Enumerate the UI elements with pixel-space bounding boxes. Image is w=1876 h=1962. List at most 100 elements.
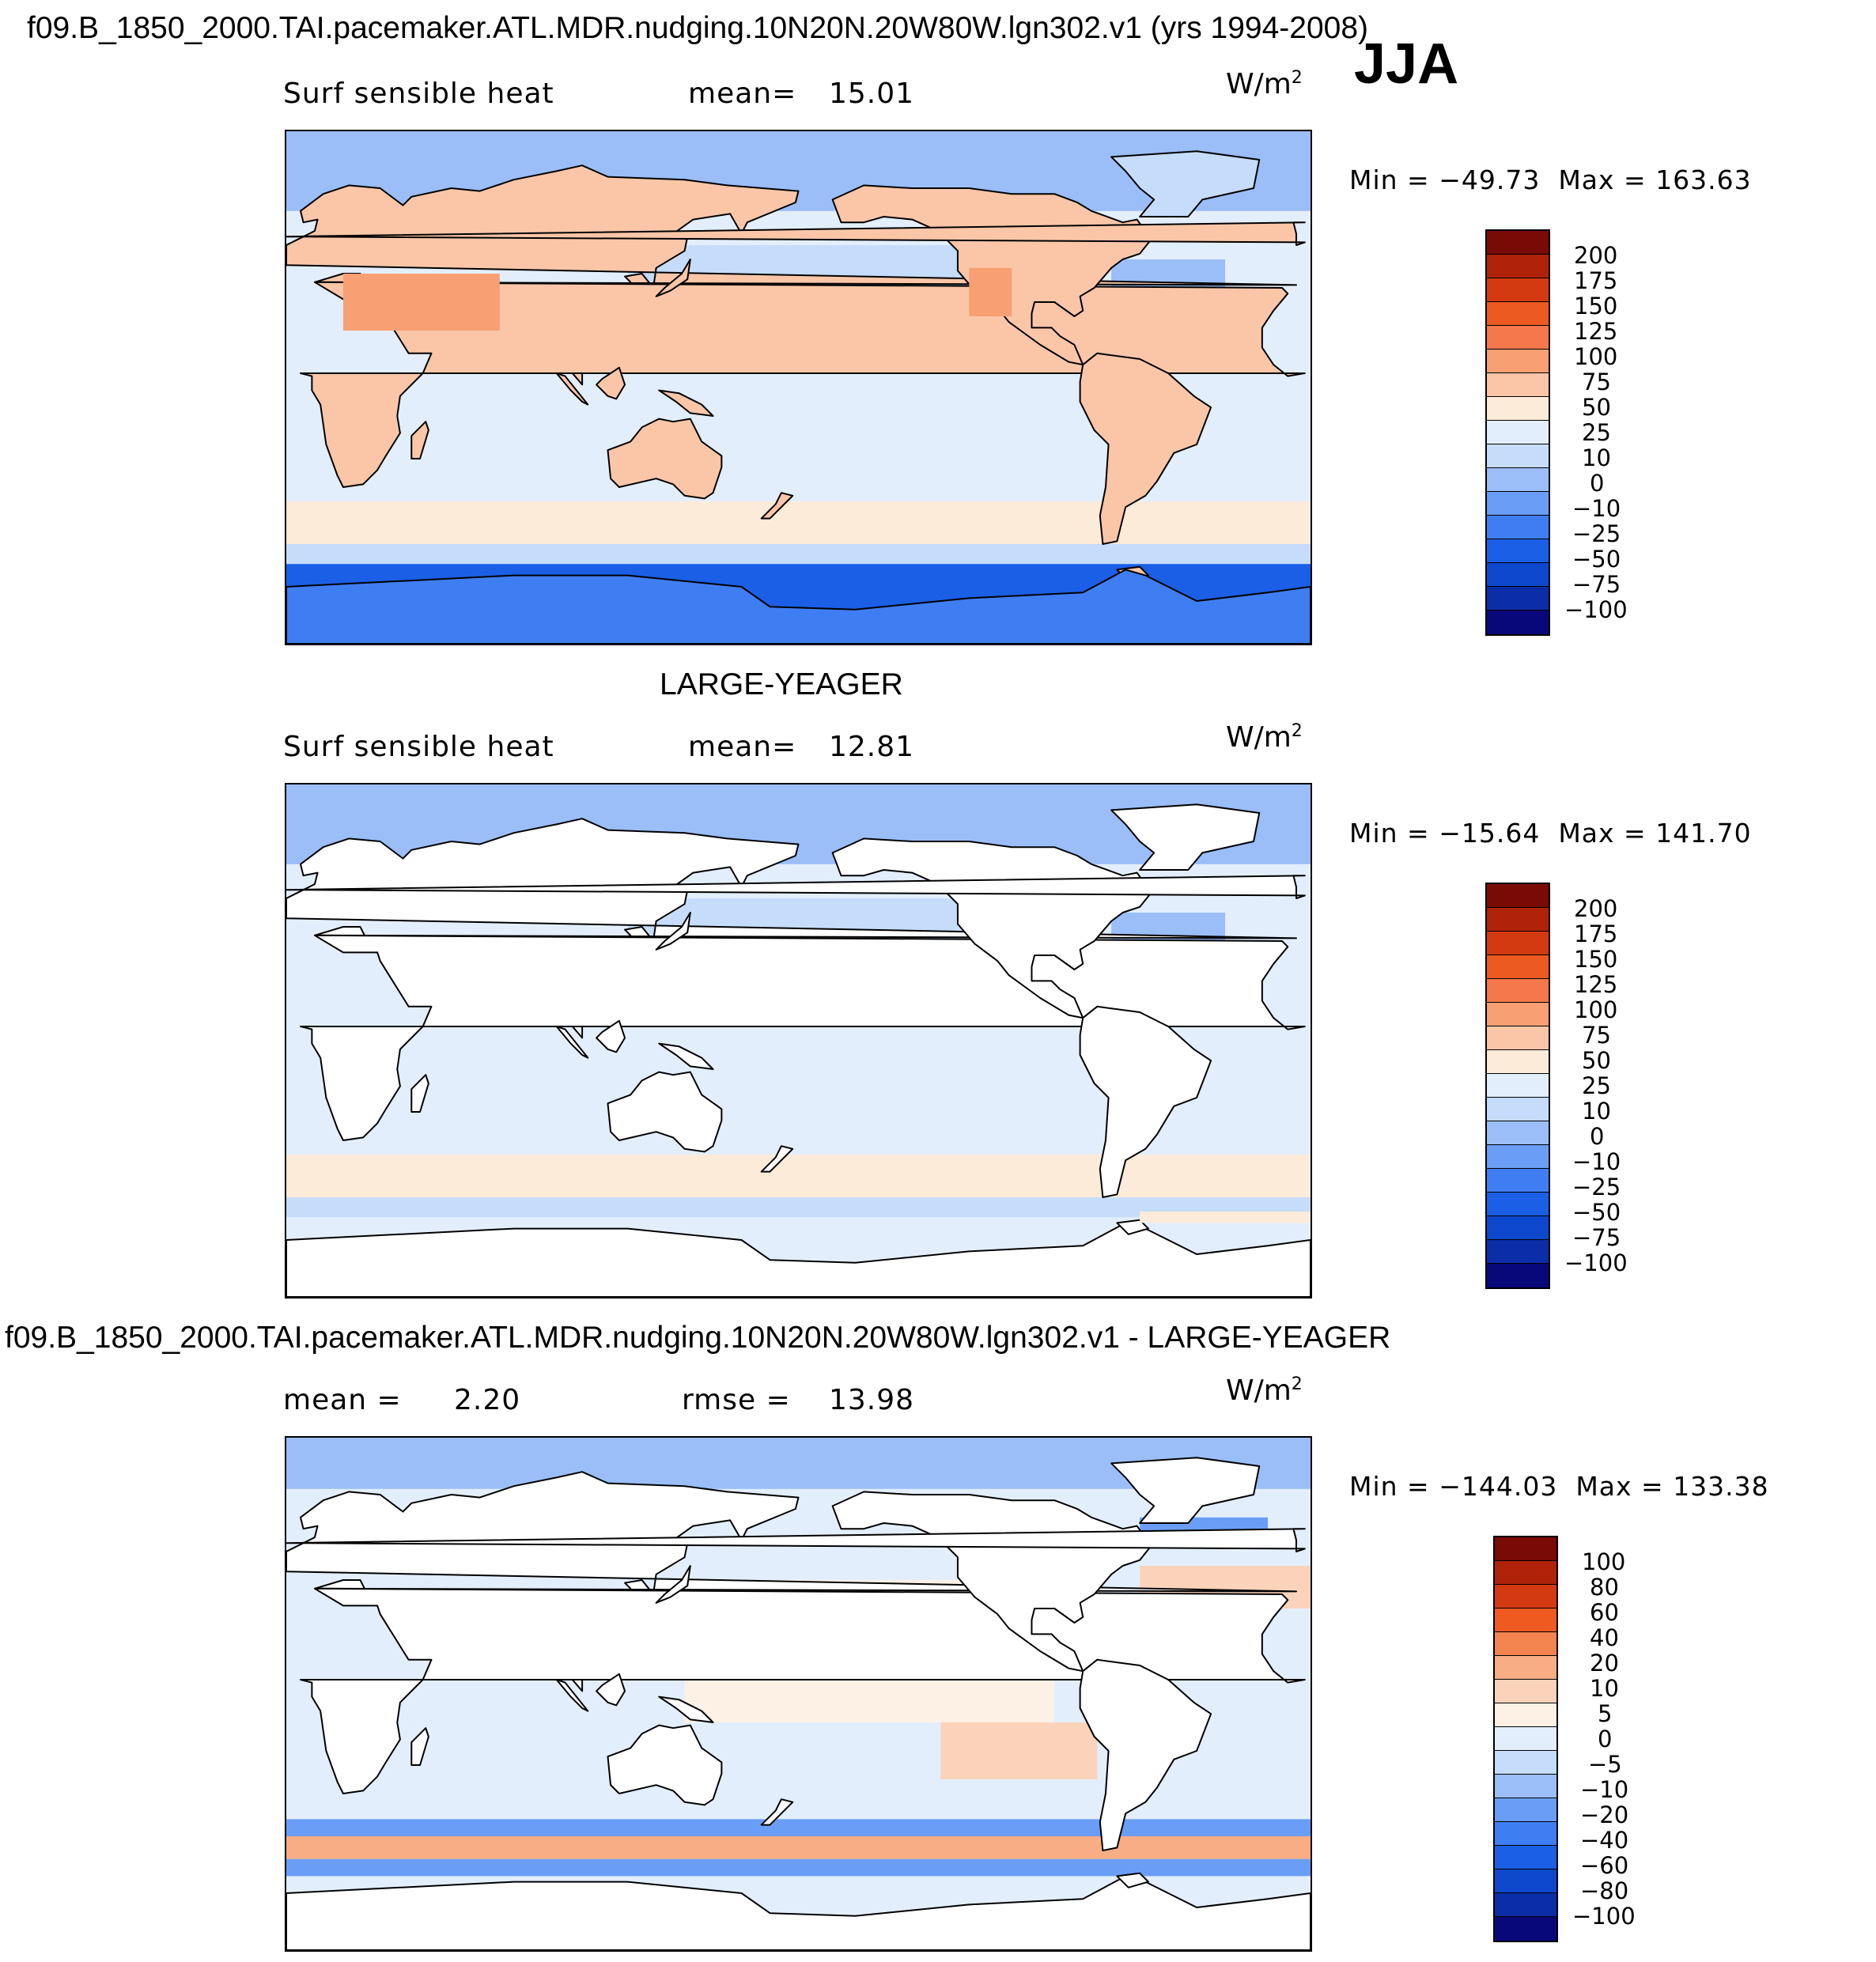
- panel3-mean-value: 2.20: [454, 1384, 521, 1416]
- colorbar-tick: 5: [1598, 1700, 1613, 1727]
- landmass: [607, 418, 723, 500]
- panel1-units-sup: 2: [1291, 68, 1303, 88]
- panel3-heading: f09.B_1850_2000.TAI.pacemaker.ATL.MDR.nu…: [5, 1321, 1391, 1355]
- colorbar-swatch: [1495, 1537, 1556, 1561]
- colorbar-swatch: [1487, 1098, 1549, 1121]
- colorbar-swatch: [1487, 302, 1549, 326]
- landmass: [1110, 1457, 1261, 1524]
- colorbar-swatch: [1495, 1775, 1556, 1798]
- colorbar-tick: 175: [1574, 921, 1618, 947]
- colorbar-swatch: [1487, 373, 1549, 397]
- colorbar-swatch: [1487, 884, 1549, 908]
- colorbar-swatch: [1495, 1846, 1556, 1869]
- colorbar-swatch: [1487, 1264, 1549, 1287]
- panel3-units-sup: 2: [1291, 1374, 1303, 1394]
- panel1-mean-label: mean=: [688, 77, 797, 110]
- landmass: [596, 1019, 626, 1053]
- landmass: [607, 1071, 723, 1153]
- landmass: [1116, 1219, 1149, 1235]
- landmass: [1079, 1005, 1212, 1198]
- panel1-units: W/m2: [1226, 68, 1303, 100]
- landmass: [658, 1695, 714, 1723]
- colorbar-swatch: [1487, 1121, 1549, 1145]
- colorbar-tick: −20: [1580, 1801, 1629, 1828]
- panel3-max-label: Max =: [1575, 1471, 1664, 1502]
- colorbar-swatch: [1487, 1240, 1549, 1264]
- panel1-min-label: Min =: [1349, 164, 1430, 195]
- landmass: [286, 1875, 1311, 1950]
- colorbar-swatch: [1495, 1727, 1556, 1751]
- landmass: [658, 1042, 714, 1070]
- panel2-mean-label: mean=: [688, 731, 797, 763]
- colorbar-tick: −80: [1580, 1877, 1629, 1904]
- colorbar-swatch: [1495, 1561, 1556, 1585]
- panel2-variable-label: Surf sensible heat: [283, 731, 554, 763]
- panel3-map: [285, 1436, 1312, 1952]
- colorbar-tick: 20: [1590, 1650, 1619, 1677]
- colorbar-tick: 150: [1574, 946, 1618, 973]
- panel2-max-value: 141.70: [1655, 818, 1752, 849]
- landmass: [410, 421, 429, 459]
- panel3-minmax: Min = −144.03 Max = 133.38: [1349, 1471, 1769, 1502]
- colorbar-tick: 25: [1582, 419, 1611, 446]
- panel2-map: [285, 783, 1312, 1299]
- landmass: [286, 1222, 1311, 1297]
- colorbar-swatch: [1495, 1869, 1556, 1893]
- landmass: [655, 912, 691, 951]
- colorbar-tick: 0: [1598, 1726, 1613, 1752]
- landmass: [655, 1565, 691, 1604]
- landmass: [1116, 1872, 1149, 1888]
- colorbar-swatch: [1487, 908, 1549, 932]
- panel3-max-value: 133.38: [1673, 1471, 1769, 1502]
- colorbar-swatch: [1487, 563, 1549, 587]
- colorbar-swatch: [1487, 255, 1549, 278]
- colorbar-swatch: [1487, 444, 1549, 468]
- colorbar-swatch: [1487, 955, 1549, 979]
- landmass: [655, 259, 691, 297]
- panel1-max-label: Max =: [1558, 164, 1647, 195]
- panel3-units: W/m2: [1226, 1374, 1303, 1407]
- landmass: [555, 1026, 589, 1059]
- landmass: [658, 389, 714, 417]
- southern-warm-anomaly: [286, 1836, 1311, 1859]
- panel2-mean-value: 12.81: [829, 731, 915, 763]
- landmass: [555, 1679, 589, 1712]
- weddell-band: [1140, 1212, 1311, 1223]
- colorbar-swatch: [1487, 397, 1549, 421]
- panel2-max-label: Max =: [1558, 818, 1647, 849]
- colorbar-swatch: [1487, 231, 1549, 255]
- landmass: [410, 1074, 429, 1113]
- panel1-variable-label: Surf sensible heat: [283, 77, 554, 110]
- colorbar-swatch: [1487, 326, 1549, 350]
- colorbar-tick: 40: [1590, 1624, 1619, 1651]
- subantarctic-band: [286, 544, 1311, 565]
- colorbar-tick: −100: [1572, 1903, 1636, 1930]
- colorbar-swatch: [1487, 516, 1549, 539]
- subantarctic-cold-anomaly: [286, 1858, 1311, 1877]
- colorbar-tick: −75: [1572, 1224, 1621, 1251]
- figure-title: f09.B_1850_2000.TAI.pacemaker.ATL.MDR.nu…: [27, 11, 1369, 45]
- colorbar-tick: −10: [1572, 495, 1621, 522]
- colorbar-tick: 75: [1582, 1022, 1611, 1049]
- colorbar-swatch: [1487, 1026, 1549, 1050]
- landmass: [286, 875, 1306, 899]
- panel3-min-value: −144.03: [1439, 1471, 1558, 1502]
- panel2-units-text: W/m: [1226, 721, 1292, 754]
- panel3-colorbar: [1493, 1536, 1558, 1942]
- colorbar-tick: 60: [1590, 1599, 1619, 1626]
- colorbar-swatch: [1487, 1145, 1549, 1169]
- colorbar-tick: −40: [1580, 1827, 1629, 1854]
- colorbar-tick: 200: [1574, 895, 1618, 922]
- colorbar-swatch: [1487, 1193, 1549, 1216]
- panel3-rmse-label: rmse =: [682, 1384, 791, 1416]
- colorbar-swatch: [1487, 1074, 1549, 1098]
- southern-ocean-band: [286, 1155, 1311, 1197]
- panel3-mean-label: mean =: [283, 1384, 402, 1416]
- colorbar-tick: −50: [1572, 546, 1621, 573]
- landmass: [1110, 150, 1261, 217]
- panel1-max-value: 163.63: [1655, 164, 1752, 195]
- landmass: [596, 1673, 626, 1707]
- panel2-units: W/m2: [1226, 721, 1303, 754]
- colorbar-tick: 150: [1574, 293, 1618, 319]
- colorbar-tick: −50: [1572, 1199, 1621, 1226]
